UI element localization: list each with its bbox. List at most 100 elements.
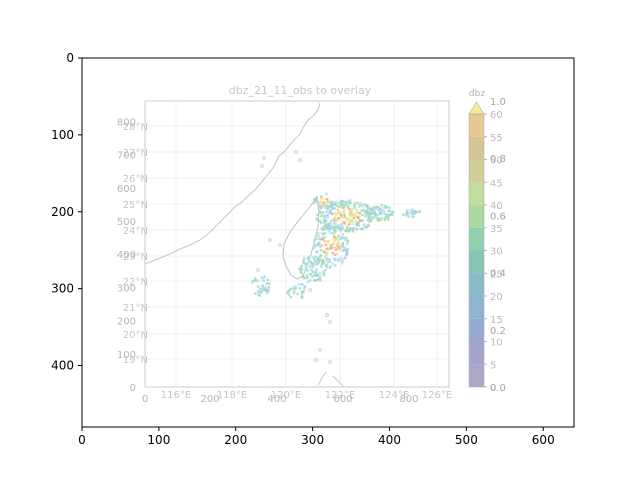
- echo-cell: [318, 260, 321, 263]
- echo-cell: [342, 206, 345, 209]
- echo-cell: [358, 214, 361, 218]
- echo-cell: [376, 206, 380, 209]
- echo-cell: [264, 287, 267, 290]
- echo-cell: [343, 248, 346, 251]
- echo-cell: [378, 219, 382, 222]
- echo-cell: [389, 213, 392, 216]
- echo-cell: [319, 249, 323, 252]
- echo-cell: [315, 256, 318, 259]
- echo-cell: [302, 290, 305, 293]
- echo-cell: [315, 197, 318, 200]
- echo-cell: [327, 240, 330, 243]
- echo-cell: [334, 258, 337, 262]
- echo-cell: [342, 257, 345, 261]
- echo-cell: [367, 223, 370, 226]
- echo-cell: [315, 234, 318, 237]
- echo-cell: [326, 250, 329, 254]
- echo-cell: [340, 222, 343, 226]
- inner-x-tick-label: 400: [267, 394, 286, 405]
- echo-cell: [315, 260, 319, 263]
- echo-cell: [324, 224, 327, 227]
- echo-cell: [346, 251, 349, 254]
- colorbar-secondary-label: 0.8: [490, 154, 506, 165]
- map-frame: [144, 100, 450, 388]
- echo-cell: [350, 208, 353, 211]
- echo-cell: [322, 250, 325, 253]
- echo-cell: [319, 200, 322, 203]
- echo-cell: [333, 235, 336, 239]
- echo-cell: [287, 293, 291, 296]
- echo-cell: [297, 283, 301, 286]
- echo-cell: [320, 264, 323, 267]
- echo-cell: [345, 225, 349, 229]
- echo-cell: [347, 230, 351, 233]
- echo-cell: [256, 285, 260, 288]
- echo-cell: [337, 257, 340, 261]
- echo-cell: [343, 221, 346, 224]
- echo-cell: [324, 243, 327, 247]
- latitude-label: 20°N: [123, 330, 148, 341]
- echo-cell: [387, 214, 390, 217]
- echo-cell: [333, 232, 336, 235]
- latitude-label: 23°N: [123, 252, 148, 263]
- echo-cell: [333, 228, 336, 232]
- echo-cell: [345, 253, 348, 256]
- latitude-label: 25°N: [123, 200, 148, 211]
- echo-cell: [406, 208, 409, 212]
- echo-cell: [343, 203, 347, 207]
- echo-cell: [300, 292, 304, 296]
- island: [260, 164, 264, 168]
- echo-cell: [370, 211, 373, 214]
- echo-cell: [267, 286, 270, 289]
- island: [294, 150, 298, 154]
- echo-cell: [323, 232, 327, 235]
- echo-cell: [337, 216, 340, 220]
- echo-cell: [345, 228, 349, 231]
- echo-cell: [373, 215, 377, 218]
- echo-cell: [377, 219, 380, 222]
- echo-cell: [368, 214, 372, 217]
- echo-cell: [337, 234, 340, 238]
- echo-cell: [328, 231, 332, 234]
- echo-cell: [320, 221, 323, 225]
- echo-cell: [316, 243, 319, 246]
- echo-cell: [329, 204, 332, 208]
- echo-cell: [325, 224, 328, 227]
- echo-cell: [313, 272, 317, 275]
- echo-cell: [349, 222, 353, 225]
- echo-cell: [329, 210, 332, 214]
- echo-cell: [351, 219, 355, 222]
- echo-cell: [326, 259, 329, 262]
- echo-cell: [323, 219, 327, 222]
- echo-cell: [310, 261, 313, 264]
- echo-cell: [332, 233, 335, 237]
- echo-cell: [345, 250, 349, 253]
- echo-cell: [334, 264, 337, 267]
- echo-cell: [335, 200, 338, 204]
- echo-cell: [383, 207, 386, 210]
- echo-cell: [341, 260, 344, 263]
- echo-cell: [321, 238, 325, 241]
- echo-cell: [340, 215, 344, 219]
- echo-cell: [338, 205, 341, 208]
- echo-cell: [336, 245, 339, 248]
- echo-cell: [365, 226, 368, 229]
- echo-cell: [304, 265, 307, 268]
- echo-cell: [372, 212, 376, 215]
- echo-cell: [340, 225, 344, 228]
- echo-cell: [322, 215, 325, 218]
- echo-cell: [337, 212, 340, 215]
- echo-cell: [328, 257, 331, 261]
- echo-cell: [323, 215, 327, 218]
- echo-cell: [388, 209, 392, 213]
- echo-cell: [353, 203, 357, 206]
- echo-cell: [331, 231, 334, 235]
- echo-cell: [350, 210, 353, 213]
- echo-cell: [370, 217, 373, 220]
- inner-y-tick-label: 100: [117, 350, 136, 361]
- echo-cell: [416, 210, 419, 214]
- colorbar-level-label: 15: [490, 315, 503, 326]
- outer-x-ticks: 0 100 200 300 400 500 600: [78, 427, 555, 447]
- echo-cell: [379, 207, 382, 210]
- colorbar-secondary-label: 0.4: [490, 269, 506, 280]
